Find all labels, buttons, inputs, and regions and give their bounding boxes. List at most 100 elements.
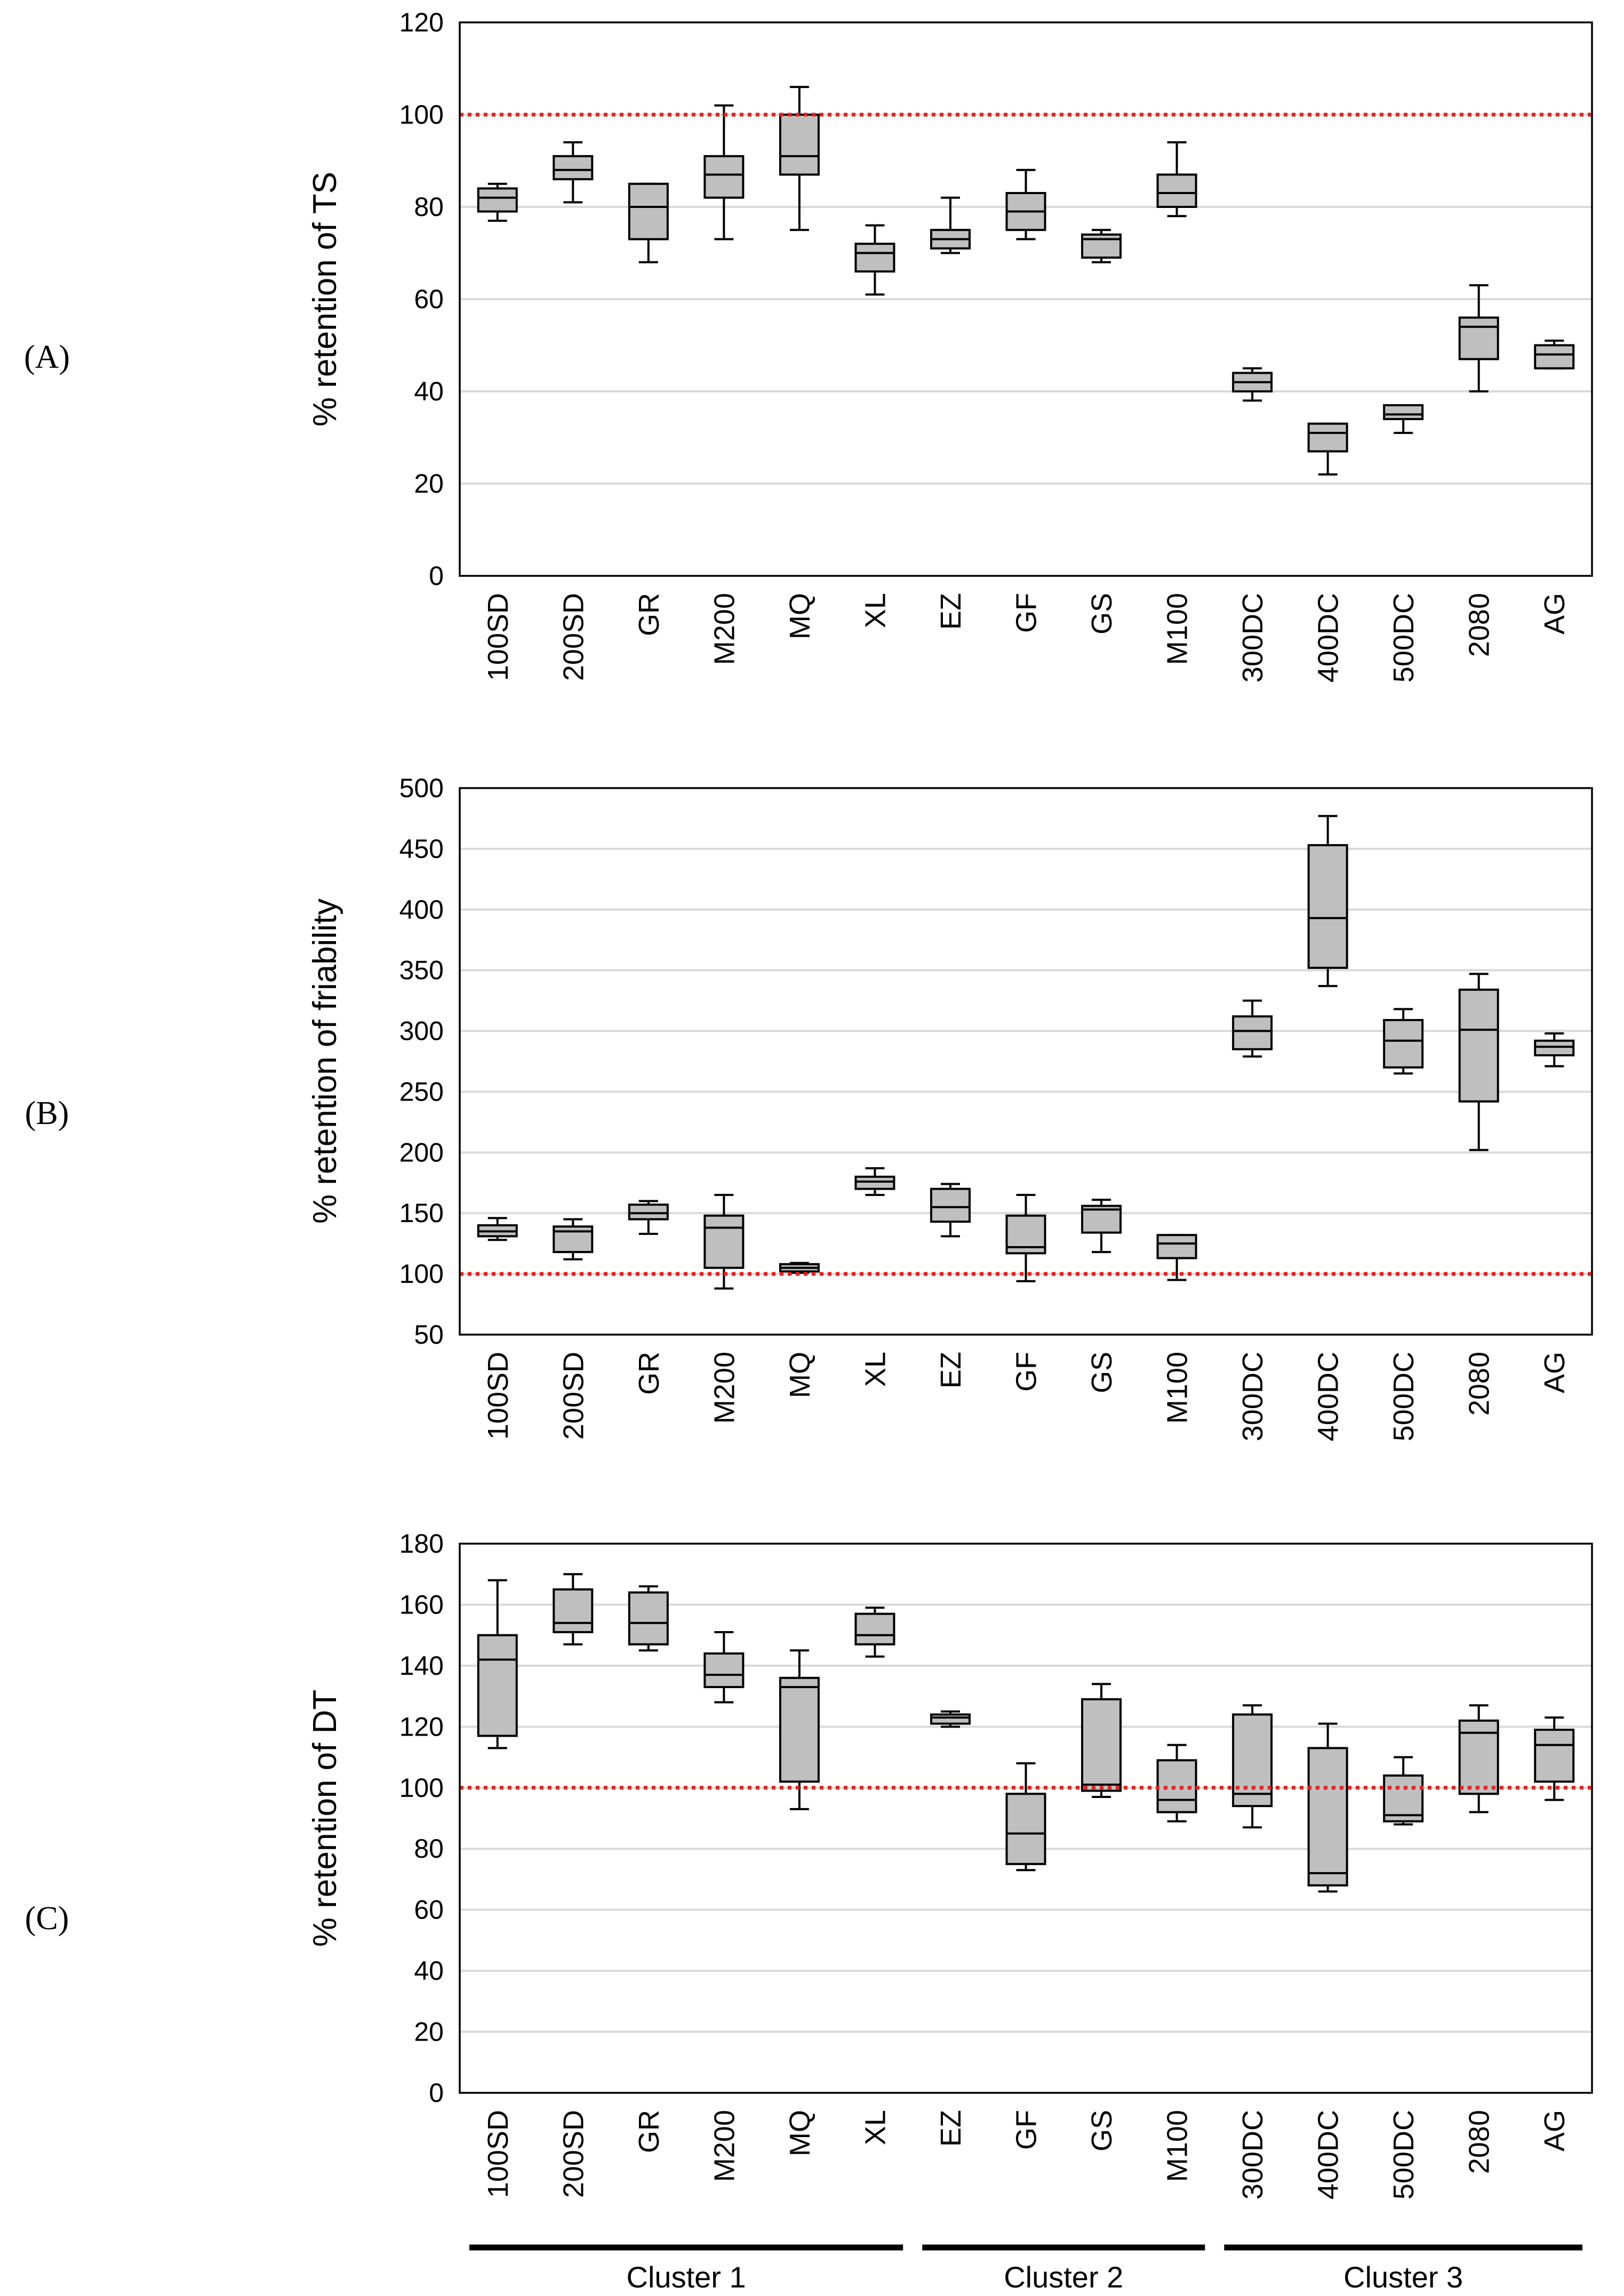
box-100SD bbox=[477, 182, 518, 222]
x-tick-label: M200 bbox=[708, 593, 740, 665]
y-tick-label: 50 bbox=[414, 1320, 444, 1350]
iqr-box bbox=[779, 1676, 820, 1783]
iqr-box bbox=[703, 155, 745, 199]
iqr-box bbox=[628, 182, 669, 240]
iqr-box bbox=[1307, 422, 1348, 453]
x-tick-label: MQ bbox=[784, 1352, 816, 1398]
box-GS bbox=[1081, 229, 1122, 263]
panel-label: (A) bbox=[24, 339, 70, 375]
x-tick-label: 100SD bbox=[482, 1352, 514, 1440]
box-GR bbox=[628, 1200, 669, 1235]
box-400DC bbox=[1307, 1722, 1348, 1893]
box-100SD bbox=[477, 1217, 518, 1241]
y-tick-label: 120 bbox=[399, 1712, 444, 1741]
x-tick-label: 300DC bbox=[1237, 2110, 1269, 2199]
x-tick-label: AG bbox=[1539, 593, 1571, 635]
y-tick-label: 150 bbox=[399, 1198, 444, 1228]
plot-frame bbox=[459, 21, 1593, 577]
x-tick-label: 200SD bbox=[557, 593, 589, 681]
box-XL bbox=[854, 1607, 895, 1658]
box-200SD bbox=[553, 1573, 594, 1645]
x-tick-label: 200SD bbox=[557, 1352, 589, 1440]
iqr-box bbox=[1081, 233, 1122, 259]
y-axis-title: % retention of friability bbox=[307, 898, 343, 1224]
iqr-box bbox=[1534, 1729, 1575, 1783]
x-tick-label: GS bbox=[1086, 1352, 1118, 1393]
box-300DC bbox=[1232, 367, 1273, 402]
iqr-box bbox=[854, 1175, 895, 1190]
iqr-box bbox=[1081, 1698, 1122, 1792]
panel-label: (B) bbox=[25, 1095, 69, 1131]
box-M100 bbox=[1156, 1234, 1197, 1281]
box-M200 bbox=[703, 1631, 745, 1704]
x-tick-label: M200 bbox=[708, 1352, 740, 1424]
iqr-box bbox=[930, 1713, 971, 1725]
y-tick-label: 100 bbox=[399, 1259, 444, 1289]
iqr-box bbox=[1307, 844, 1348, 969]
chart-panel-2: (B) 50 100 150 200 250 300 350 400 450 500 % retent… bbox=[25, 773, 1593, 1441]
x-tick-label: 200SD bbox=[557, 2110, 589, 2198]
y-tick-label: 180 bbox=[399, 1529, 444, 1559]
x-tick-label: 300DC bbox=[1237, 593, 1269, 683]
x-tick-label: 2080 bbox=[1463, 2110, 1495, 2174]
x-tick-label: EZ bbox=[935, 1352, 967, 1388]
plot-frame bbox=[459, 787, 1593, 1336]
y-tick-label: 100 bbox=[399, 1773, 444, 1803]
y-tick-label: 0 bbox=[429, 561, 444, 591]
box-2080 bbox=[1458, 1704, 1499, 1813]
box-GF bbox=[1005, 1194, 1046, 1282]
box-MQ bbox=[779, 1262, 820, 1274]
iqr-box bbox=[1005, 1793, 1046, 1865]
iqr-box bbox=[1458, 316, 1499, 360]
x-tick-label: 2080 bbox=[1463, 593, 1495, 657]
y-tick-label: 300 bbox=[399, 1016, 444, 1046]
y-tick-label: 140 bbox=[399, 1651, 444, 1681]
x-tick-label: EZ bbox=[935, 593, 967, 630]
y-tick-label: 20 bbox=[414, 2017, 444, 2047]
x-tick-label: GF bbox=[1011, 2110, 1043, 2150]
box-GF bbox=[1005, 1762, 1046, 1872]
iqr-box bbox=[553, 155, 594, 181]
y-axis-title: % retention of TS bbox=[307, 172, 343, 427]
box-M100 bbox=[1156, 1744, 1197, 1823]
iqr-box bbox=[477, 187, 518, 213]
box-AG bbox=[1534, 1716, 1575, 1801]
y-tick-label: 80 bbox=[414, 1834, 444, 1864]
y-tick-label: 120 bbox=[399, 7, 444, 37]
x-tick-label: AG bbox=[1539, 2110, 1571, 2152]
box-GR bbox=[628, 1585, 669, 1652]
box-2080 bbox=[1458, 973, 1499, 1151]
y-tick-label: 80 bbox=[414, 192, 444, 222]
y-tick-label: 350 bbox=[399, 956, 444, 985]
y-axis-title: % retention of DT bbox=[307, 1690, 343, 1947]
box-GR bbox=[628, 182, 669, 263]
x-tick-label: GR bbox=[633, 2110, 665, 2153]
box-M100 bbox=[1156, 141, 1197, 218]
iqr-box bbox=[854, 1612, 895, 1645]
iqr-box bbox=[1458, 1719, 1499, 1795]
iqr-box bbox=[703, 1652, 745, 1688]
iqr-box bbox=[703, 1214, 745, 1269]
y-tick-label: 40 bbox=[414, 1956, 444, 1986]
x-tick-label: GR bbox=[633, 593, 665, 636]
iqr-box bbox=[1383, 1019, 1424, 1069]
y-tick-label: 450 bbox=[399, 834, 444, 864]
y-tick-label: 20 bbox=[414, 469, 444, 499]
cluster-label-2: Cluster 2 bbox=[1004, 2260, 1123, 2294]
x-tick-label: 500DC bbox=[1388, 2110, 1420, 2199]
box-GF bbox=[1005, 168, 1046, 240]
x-tick-label: XL bbox=[859, 593, 891, 628]
x-tick-label: XL bbox=[859, 2110, 891, 2145]
plot-frame bbox=[459, 1543, 1593, 2094]
box-200SD bbox=[553, 141, 594, 204]
box-400DC bbox=[1307, 422, 1348, 476]
iqr-box bbox=[628, 1203, 669, 1221]
iqr-box bbox=[1383, 404, 1424, 420]
x-tick-label: XL bbox=[859, 1352, 891, 1387]
panel-label: (C) bbox=[25, 1900, 69, 1937]
box-100SD bbox=[477, 1579, 518, 1749]
x-tick-label: MQ bbox=[784, 593, 816, 639]
iqr-box bbox=[1156, 1234, 1197, 1259]
iqr-box bbox=[1534, 344, 1575, 370]
